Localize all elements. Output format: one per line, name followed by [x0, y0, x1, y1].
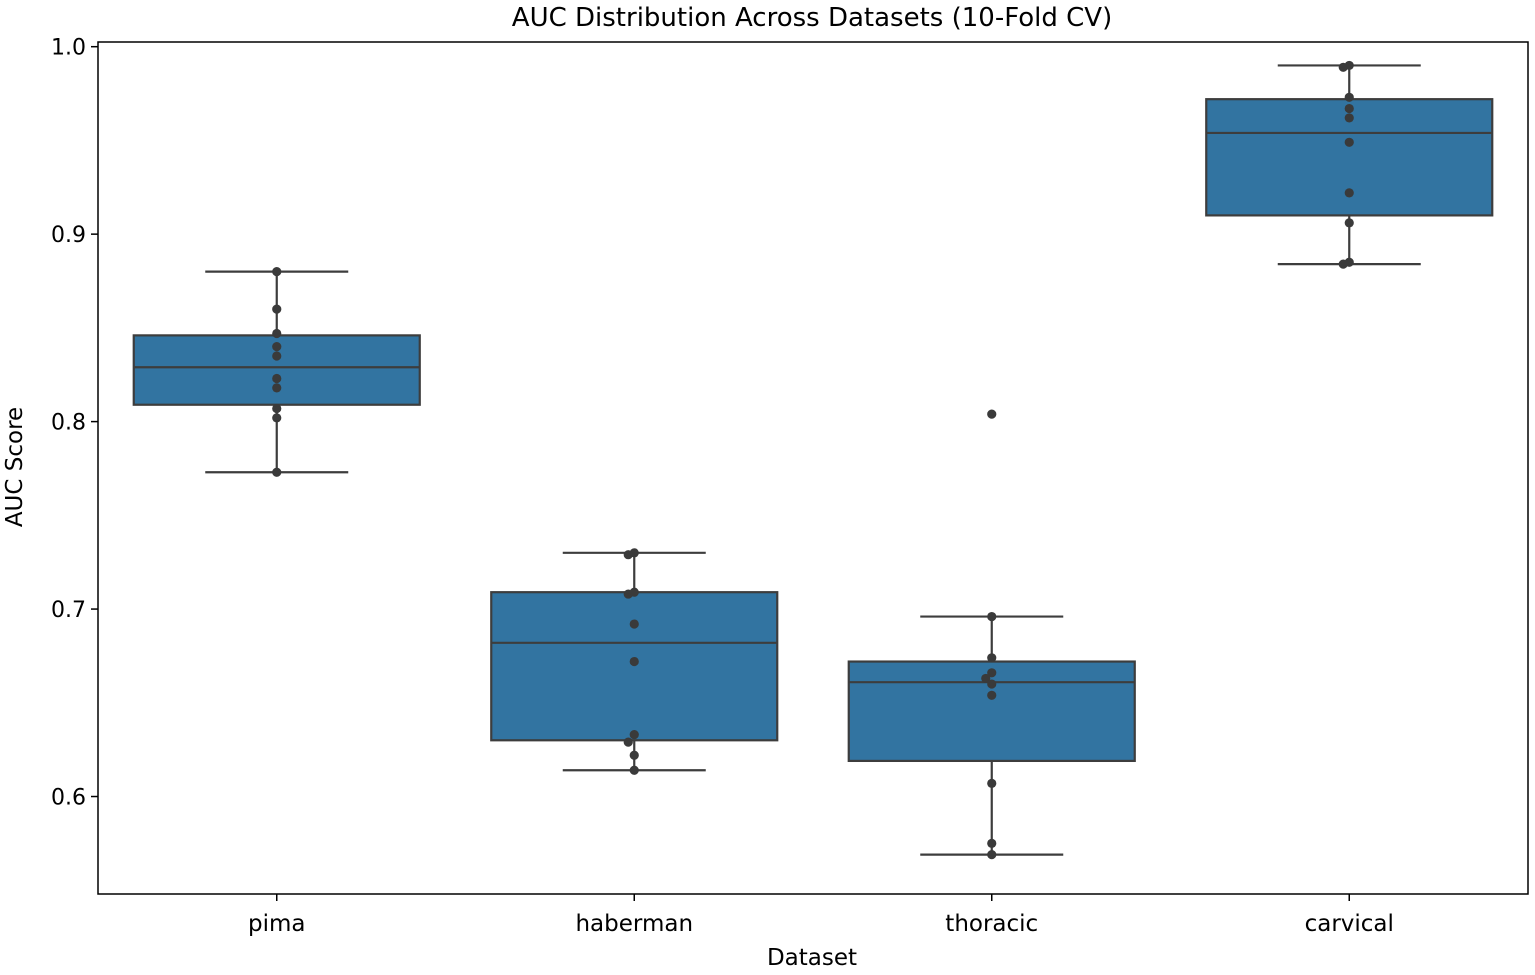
- data-point: [272, 413, 282, 423]
- x-tick-label: carvical: [1305, 911, 1394, 937]
- data-point: [623, 589, 633, 599]
- x-tick-label: thoracic: [945, 911, 1038, 937]
- data-point: [272, 304, 282, 314]
- data-point: [987, 409, 997, 419]
- plot-area: 0.6 0.7 0.8 0.9 1.0 pima haberman thoracic carvi…: [51, 36, 1494, 937]
- chart-title: AUC Distribution Across Datasets (10-Fol…: [512, 3, 1112, 33]
- data-point: [987, 690, 997, 700]
- data-point: [629, 656, 639, 667]
- data-point: [1344, 103, 1354, 114]
- data-point: [1344, 218, 1354, 228]
- data-point: [987, 778, 997, 788]
- data-point: [1344, 92, 1354, 102]
- y-tick-label: 0.7: [51, 598, 86, 623]
- box-haberman: [490, 591, 779, 742]
- data-point: [987, 850, 997, 860]
- x-tick-label: haberman: [575, 911, 693, 937]
- y-tick-label: 0.6: [51, 786, 86, 811]
- data-point: [987, 611, 997, 622]
- y-tick-label: 1.0: [51, 36, 86, 61]
- data-point: [981, 673, 991, 684]
- box-pima: [132, 334, 421, 406]
- data-point: [987, 679, 997, 689]
- data-point: [272, 267, 282, 277]
- data-point: [272, 467, 282, 477]
- x-axis-label: Dataset: [767, 945, 857, 971]
- data-point: [1338, 259, 1348, 269]
- data-point: [623, 737, 633, 747]
- data-point: [272, 342, 282, 352]
- plot-frame: [97, 41, 1529, 895]
- data-point: [272, 373, 282, 384]
- data-point: [629, 765, 639, 775]
- data-point: [629, 750, 639, 760]
- y-tick-label: 0.8: [51, 411, 86, 436]
- y-axis-label: AUC Score: [2, 407, 28, 527]
- data-point: [623, 550, 633, 560]
- data-point: [272, 328, 282, 339]
- x-tick-label: pima: [248, 911, 306, 937]
- y-tick-label: 0.9: [51, 223, 86, 248]
- data-point: [987, 668, 997, 678]
- data-point: [272, 383, 282, 393]
- data-point: [1344, 137, 1354, 147]
- data-point: [1338, 62, 1348, 72]
- data-point: [629, 619, 639, 629]
- box-thoracic: [847, 660, 1136, 763]
- data-point: [272, 351, 282, 361]
- data-point: [987, 838, 997, 848]
- data-point: [629, 730, 639, 740]
- data-point: [1344, 188, 1354, 198]
- data-point: [1344, 113, 1354, 123]
- data-point: [272, 403, 282, 414]
- data-point: [987, 653, 997, 663]
